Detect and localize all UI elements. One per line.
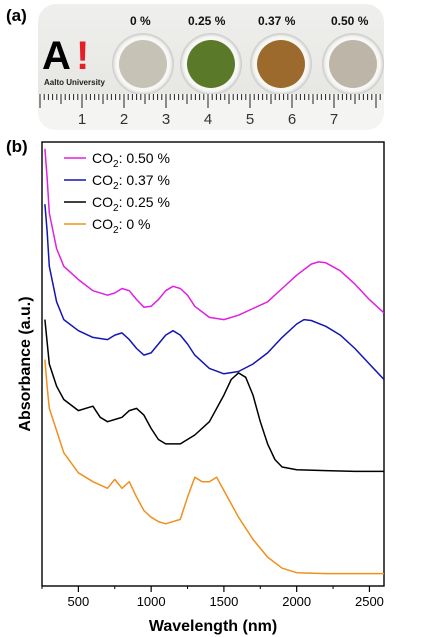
ruler-number: 6 — [288, 111, 296, 128]
logo-exclaim: ! — [76, 34, 90, 78]
sample-label-0: 0 % — [130, 14, 151, 28]
x-tick-label: 500 — [68, 594, 90, 609]
legend-sub: 2 — [113, 181, 119, 192]
legend-rest: : 0.37 % — [119, 172, 170, 188]
sample-disc-0 — [113, 34, 173, 94]
panel-b-label: (b) — [6, 137, 28, 156]
sample-disc-2 — [251, 34, 311, 94]
ruler-number: 4 — [204, 111, 212, 128]
series-line-0 — [44, 148, 384, 321]
legend-rest: : 0 % — [119, 216, 151, 232]
legend-label-1: CO2: 0.37 % — [92, 172, 170, 192]
sample-film-0 — [119, 40, 167, 88]
plot-frame — [41, 141, 385, 587]
sample-label-2: 0.37 % — [258, 14, 296, 28]
legend-sub: 2 — [113, 203, 119, 214]
sample-disc-3 — [323, 34, 383, 94]
legend-main: CO — [92, 216, 113, 232]
legend-main: CO — [92, 194, 113, 210]
legend-rest: : 0.50 % — [119, 150, 170, 166]
logo-university: Aalto University — [44, 78, 105, 87]
panel-a-label: (a) — [6, 6, 27, 25]
ruler-number: 7 — [330, 111, 338, 128]
ruler-number: 2 — [120, 111, 128, 128]
legend-rest: : 0.25 % — [119, 194, 170, 210]
sample-label-1: 0.25 % — [188, 14, 226, 28]
sample-film-1 — [187, 40, 235, 88]
sample-photo: A ! Aalto University 0 % 0.25 % 0.37 % 0… — [38, 4, 384, 130]
series-line-2 — [44, 319, 384, 473]
legend-main: CO — [92, 150, 113, 166]
sample-film-2 — [257, 40, 305, 88]
ruler-number: 5 — [246, 111, 254, 128]
y-axis-label: Absorbance (a.u.) — [17, 296, 34, 431]
sample-film-3 — [329, 40, 377, 88]
ruler-number: 3 — [162, 111, 170, 128]
sample-label-3: 0.50 % — [331, 14, 369, 28]
series-line-1 — [44, 204, 384, 381]
legend-sub: 2 — [113, 225, 119, 236]
legend-label-2: CO2: 0.25 % — [92, 194, 170, 214]
x-tick-label: 2000 — [282, 594, 311, 609]
aalto-logo: A ! Aalto University — [42, 34, 117, 90]
x-axis-label: Wavelength (nm) — [149, 618, 277, 635]
x-tick-label: 2500 — [355, 594, 384, 609]
series-line-3 — [44, 359, 384, 575]
x-tick-label: 1500 — [209, 594, 238, 609]
ruler-number: 1 — [78, 111, 86, 128]
legend-label-3: CO2: 0 % — [92, 216, 150, 236]
legend-label-0: CO2: 0.50 % — [92, 150, 170, 170]
x-tick-label: 1000 — [137, 594, 166, 609]
sample-disc-1 — [181, 34, 241, 94]
legend-main: CO — [92, 172, 113, 188]
logo-mark: A — [42, 34, 71, 78]
legend-sub: 2 — [113, 159, 119, 170]
ruler: 1 2 3 4 5 6 7 — [38, 94, 384, 130]
absorbance-chart: 500 1000 1500 2000 2500 Wavelength (nm) Absorb… — [17, 141, 385, 635]
